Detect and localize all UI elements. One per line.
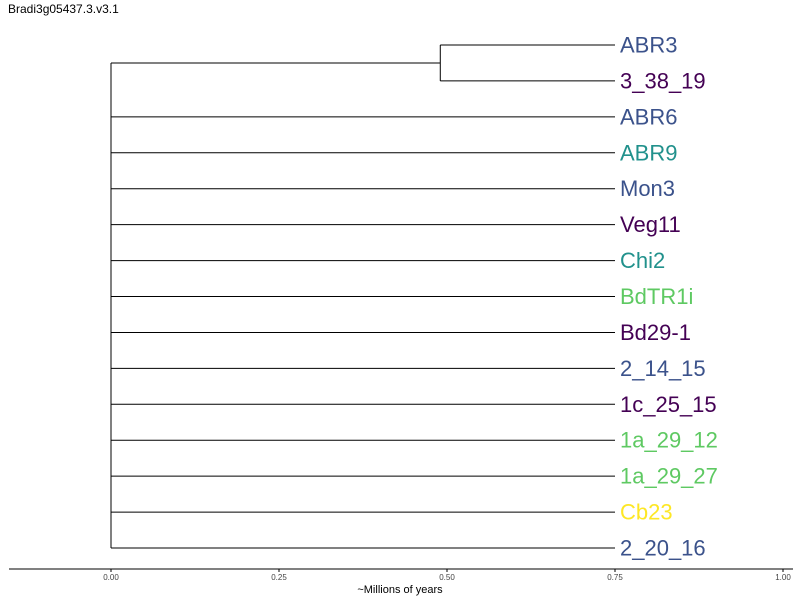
leaf-label-Veg11: Veg11: [620, 212, 681, 237]
leaf-label-Chi2: Chi2: [620, 248, 665, 273]
leaf-label-ABR9: ABR9: [620, 140, 677, 165]
chart-title: Bradi3g05437.3.v3.1: [8, 2, 119, 16]
x-axis-title: ~Millions of years: [357, 584, 443, 596]
x-tick-label-0.00: 0.00: [103, 573, 119, 582]
leaf-labels: ABR3 3_38_19 ABR6 ABR9 Mon3 Veg11 Chi2 BdTR1i Bd…: [620, 33, 718, 561]
x-axis: 0.00 0.25 0.50 0.75 1.00 ~Millions of years: [9, 568, 793, 596]
leaf-label-1a_29_27: 1a_29_27: [620, 464, 718, 489]
tree-branches: [110, 44, 615, 549]
leaf-label-Mon3: Mon3: [620, 176, 675, 201]
leaf-label-2_14_15: 2_14_15: [620, 356, 706, 381]
x-tick-label-1.00: 1.00: [775, 573, 791, 582]
leaf-label-Bd29-1: Bd29-1: [620, 320, 691, 345]
x-tick-label-0.75: 0.75: [607, 573, 623, 582]
leaf-label-ABR3: ABR3: [620, 33, 677, 58]
x-axis-ticks: 0.00 0.25 0.50 0.75 1.00: [103, 569, 791, 582]
leaf-label-1c_25_15: 1c_25_15: [620, 392, 717, 417]
leaf-label-1a_29_12: 1a_29_12: [620, 428, 718, 453]
x-tick-label-0.50: 0.50: [439, 573, 455, 582]
leaf-label-BdTR1i: BdTR1i: [620, 284, 693, 309]
x-tick-label-0.25: 0.25: [271, 573, 287, 582]
leaf-label-Cb23: Cb23: [620, 500, 673, 525]
leaf-label-ABR6: ABR6: [620, 104, 677, 129]
leaf-label-3_38_19: 3_38_19: [620, 68, 706, 93]
leaf-label-2_20_16: 2_20_16: [620, 536, 706, 561]
